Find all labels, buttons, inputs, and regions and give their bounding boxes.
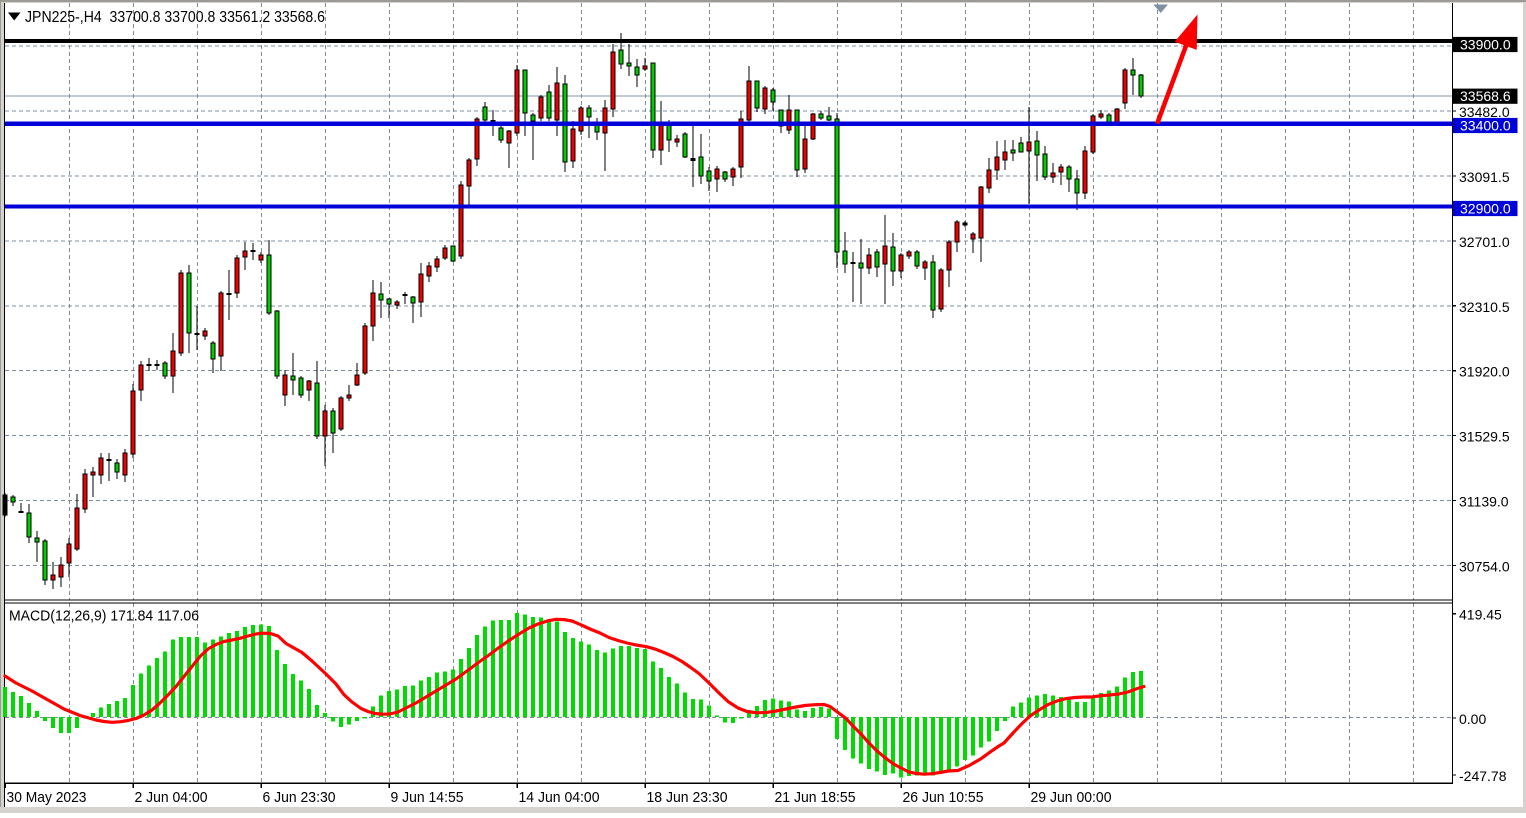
svg-text:14 Jun 04:00: 14 Jun 04:00 <box>519 789 600 806</box>
svg-text:419.45: 419.45 <box>1459 607 1502 623</box>
svg-text:MACD(12,26,9) 171.84 117.06: MACD(12,26,9) 171.84 117.06 <box>9 608 199 625</box>
svg-text:32310.5: 32310.5 <box>1459 299 1510 315</box>
svg-text:0.00: 0.00 <box>1459 711 1486 727</box>
svg-text:30754.0: 30754.0 <box>1459 558 1510 574</box>
svg-text:6 Jun 23:30: 6 Jun 23:30 <box>263 789 336 806</box>
svg-text:31529.5: 31529.5 <box>1459 429 1510 445</box>
svg-text:32900.0: 32900.0 <box>1460 201 1511 217</box>
svg-text:30 May 2023: 30 May 2023 <box>7 789 87 806</box>
svg-text:29 Jun 00:00: 29 Jun 00:00 <box>1031 789 1112 806</box>
svg-text:2 Jun 04:00: 2 Jun 04:00 <box>135 789 208 806</box>
svg-text:33900.0: 33900.0 <box>1460 37 1511 53</box>
svg-text:26 Jun 10:55: 26 Jun 10:55 <box>903 789 984 806</box>
svg-text:-247.78: -247.78 <box>1459 768 1507 784</box>
svg-text:18 Jun 23:30: 18 Jun 23:30 <box>647 789 728 806</box>
svg-text:32701.0: 32701.0 <box>1459 234 1510 250</box>
svg-text:JPN225-,H4 33700.8 33700.8 33: JPN225-,H4 33700.8 33700.8 33561.2 33568… <box>25 9 325 26</box>
svg-text:21 Jun 18:55: 21 Jun 18:55 <box>775 789 856 806</box>
svg-text:33482.0: 33482.0 <box>1459 104 1510 120</box>
svg-text:31920.0: 31920.0 <box>1459 364 1510 380</box>
svg-text:31139.0: 31139.0 <box>1459 494 1509 510</box>
svg-text:33568.6: 33568.6 <box>1460 88 1511 104</box>
svg-text:33400.0: 33400.0 <box>1460 118 1511 134</box>
svg-text:9 Jun 14:55: 9 Jun 14:55 <box>391 789 464 806</box>
svg-text:33091.5: 33091.5 <box>1459 169 1510 185</box>
